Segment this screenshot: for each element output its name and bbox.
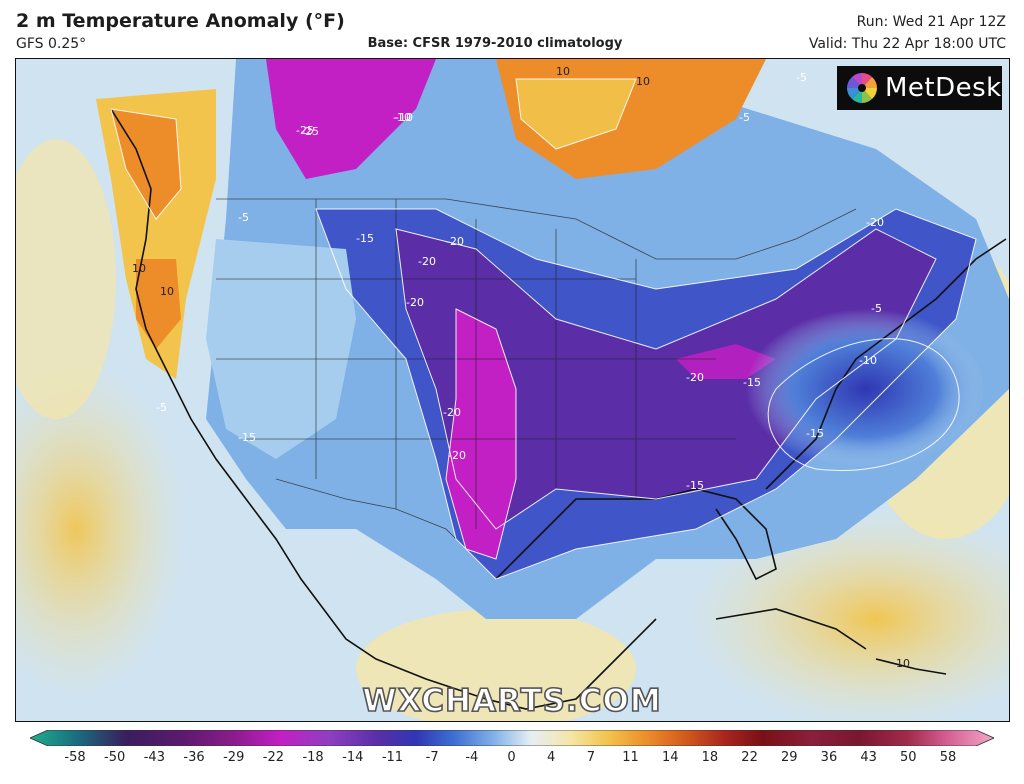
contour-label: -20 <box>448 449 466 462</box>
contour-label: -5 <box>871 302 882 315</box>
contour-label: -10 <box>859 354 877 367</box>
colorbar-tick-label: 50 <box>900 750 917 765</box>
contour-label: -15 <box>743 376 761 389</box>
map-canvas: -25 -20 -20 -20 -20 -20 -20 -15 -15 -15 … <box>16 59 1009 721</box>
contour-label: -10 <box>395 111 413 124</box>
contour-label: -20 <box>406 296 424 309</box>
model-label: GFS 0.25° <box>16 36 87 52</box>
colorbar-tick-label: 7 <box>586 750 595 765</box>
contour-label: -5 <box>156 401 167 414</box>
contour-label: -10 <box>393 111 411 124</box>
colorbar-tick-label: -50 <box>104 750 126 765</box>
contour-label: -5 <box>739 111 750 124</box>
contour-label: -5 <box>238 211 249 224</box>
colorbar-tick-label: 43 <box>860 750 877 765</box>
metdesk-logo-icon <box>847 73 877 103</box>
colorbar-tick-label: 14 <box>661 750 679 765</box>
contour-label: 10 <box>160 285 174 298</box>
colorbar-tick-label: 58 <box>939 750 957 765</box>
climatology-base-label: Base: CFSR 1979-2010 climatology <box>367 36 623 51</box>
colorbar-tick-label: -4 <box>465 750 479 765</box>
colorbar-tick-label: 4 <box>547 750 556 765</box>
contour-label: -20 <box>443 406 461 419</box>
colorbar-tick-label: 29 <box>780 750 798 765</box>
contour-label: -20 <box>418 255 436 268</box>
contour-label: -20 <box>686 371 704 384</box>
contour-label: 10 <box>132 262 146 275</box>
contour-label: -25 <box>296 124 314 137</box>
colorbar-tick-label: -18 <box>302 750 324 765</box>
contour-label: -15 <box>686 479 704 492</box>
contour-label-layer: -25 -20 -20 -20 -20 -20 -20 -15 -15 -15 … <box>132 65 910 670</box>
anomaly-contours <box>110 78 977 580</box>
valid-time-label: Valid: Thu 22 Apr 18:00 UTC <box>808 36 1006 52</box>
colorbar-tick-label: 11 <box>622 750 639 765</box>
run-time-label: Run: Wed 21 Apr 12Z <box>856 14 1006 30</box>
colorbar-tick-label: -29 <box>223 750 245 765</box>
colorbar-tick-label: 22 <box>741 750 758 765</box>
colorbar <box>30 730 994 746</box>
colorbar-tick-label: -7 <box>425 750 439 765</box>
metdesk-logo-text: MetDesk <box>885 73 1002 103</box>
strong-cold-core <box>446 309 516 559</box>
contour-label: -20 <box>866 216 884 229</box>
pacific-warm-region <box>16 359 186 699</box>
contour-label: -5 <box>796 71 807 84</box>
colorbar-tick-labels: -58 -50 -43 -36 -29 -22 -18 -14 -11 -7 -4 0 4 7 11 14 18… <box>0 750 1024 770</box>
contour-label: 10 <box>636 75 650 88</box>
colorbar-tick-label: -58 <box>64 750 86 765</box>
colorbar-tick-label: 0 <box>507 750 516 765</box>
colorbar-tick-label: 18 <box>701 750 719 765</box>
metdesk-logo: MetDesk <box>837 66 1002 110</box>
contour-label: -15 <box>238 431 256 444</box>
colorbar-tick-label: -36 <box>183 750 205 765</box>
wxcharts-watermark: WXCHARTS.COM <box>362 682 662 720</box>
contour-label: -15 <box>356 232 374 245</box>
colorbar-tick-label: -11 <box>381 750 404 765</box>
temperature-anomaly-map: -25 -20 -20 -20 -20 -20 -20 -15 -15 -15 … <box>15 58 1010 722</box>
colorbar-tick-label: -14 <box>342 750 364 765</box>
contour-label: -25 <box>301 125 319 138</box>
contour-label: 10 <box>896 657 910 670</box>
colorbar-gradient <box>30 730 994 746</box>
chart-title: 2 m Temperature Anomaly (°F) <box>16 10 345 32</box>
contour-label: -20 <box>446 235 464 248</box>
contour-label: 10 <box>556 65 570 78</box>
colorbar-tick-label: -43 <box>143 750 165 765</box>
contour-label: -15 <box>806 427 824 440</box>
colorbar-tick-label: 36 <box>820 750 838 765</box>
caribbean-warm-region <box>686 509 1009 721</box>
colorbar-tick-label: -22 <box>262 750 285 765</box>
